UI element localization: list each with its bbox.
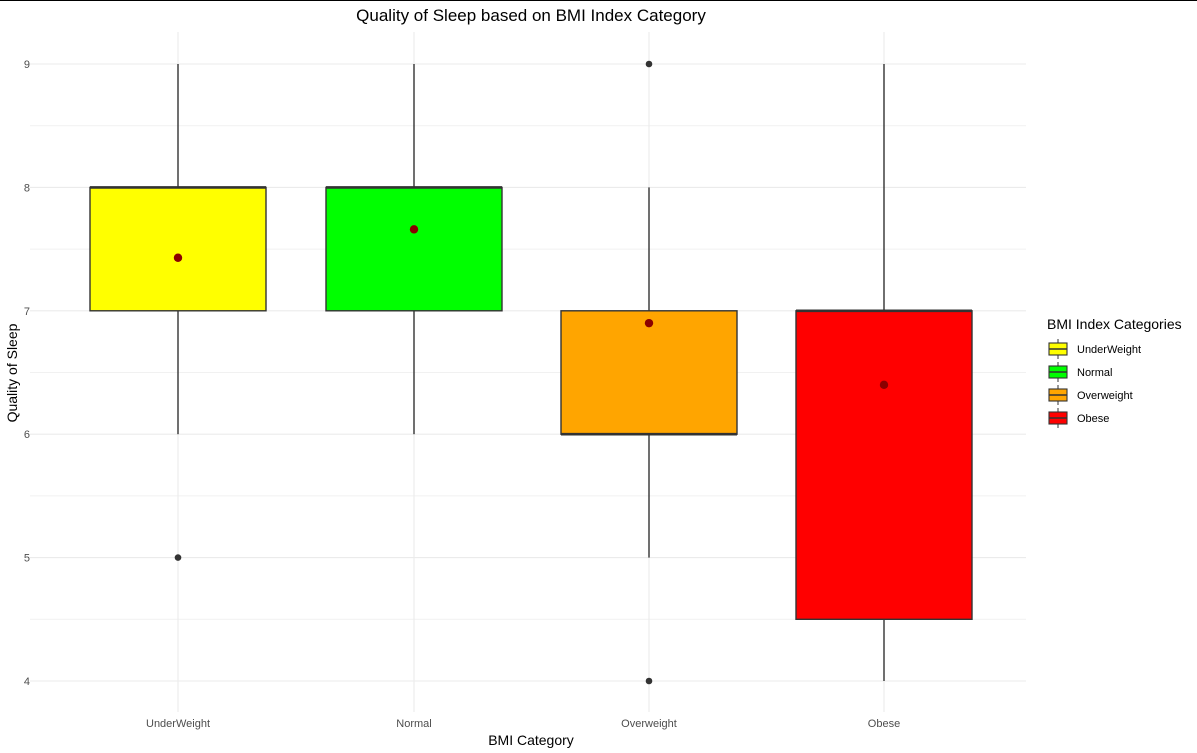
y-axis-title: Quality of Sleep: [4, 323, 20, 422]
legend-label: Overweight: [1077, 390, 1133, 402]
box-obese: [795, 64, 973, 681]
x-tick-label: UnderWeight: [146, 718, 210, 730]
y-tick-label: 5: [24, 553, 30, 565]
legend-key: [1048, 339, 1068, 359]
x-tick-labels: UnderWeight Normal Overweight Obese: [146, 718, 900, 730]
x-tick-label: Obese: [868, 718, 900, 730]
mean-point: [879, 380, 889, 390]
legend: BMI Index Categories UnderWeight Normal Ov…: [1047, 316, 1182, 428]
legend-key: [1048, 408, 1068, 428]
x-axis-title: BMI Category: [488, 732, 574, 748]
legend-label: Normal: [1077, 367, 1112, 379]
legend-label: Obese: [1077, 413, 1109, 425]
legend-key: [1048, 385, 1068, 405]
y-tick-label: 8: [24, 182, 30, 194]
outlier-point: [645, 60, 653, 68]
y-tick-label: 4: [24, 676, 30, 688]
top-border-line: [0, 0, 1197, 1]
legend-key: [1048, 362, 1068, 382]
box-body: [325, 186, 503, 312]
box-normal: [325, 64, 503, 435]
y-tick-label: 7: [24, 306, 30, 318]
boxes: [89, 60, 973, 685]
box-underweight: [89, 64, 267, 561]
outlier-point: [645, 677, 653, 685]
box-overweight: [560, 60, 738, 685]
x-tick-label: Normal: [396, 718, 431, 730]
x-tick-label: Overweight: [621, 718, 677, 730]
legend-label: UnderWeight: [1077, 344, 1141, 356]
legend-title: BMI Index Categories: [1047, 316, 1182, 332]
y-tick-labels: 4 5 6 7 8 9: [24, 59, 30, 688]
y-tick-label: 6: [24, 429, 30, 441]
chart-title: Quality of Sleep based on BMI Index Cate…: [356, 6, 706, 25]
mean-point: [644, 318, 654, 328]
outlier-point: [174, 554, 182, 561]
box-body: [795, 310, 973, 620]
mean-point: [409, 225, 419, 234]
box-body: [89, 186, 267, 312]
y-tick-label: 9: [24, 59, 30, 71]
mean-point: [173, 253, 183, 262]
box-body: [560, 310, 738, 435]
